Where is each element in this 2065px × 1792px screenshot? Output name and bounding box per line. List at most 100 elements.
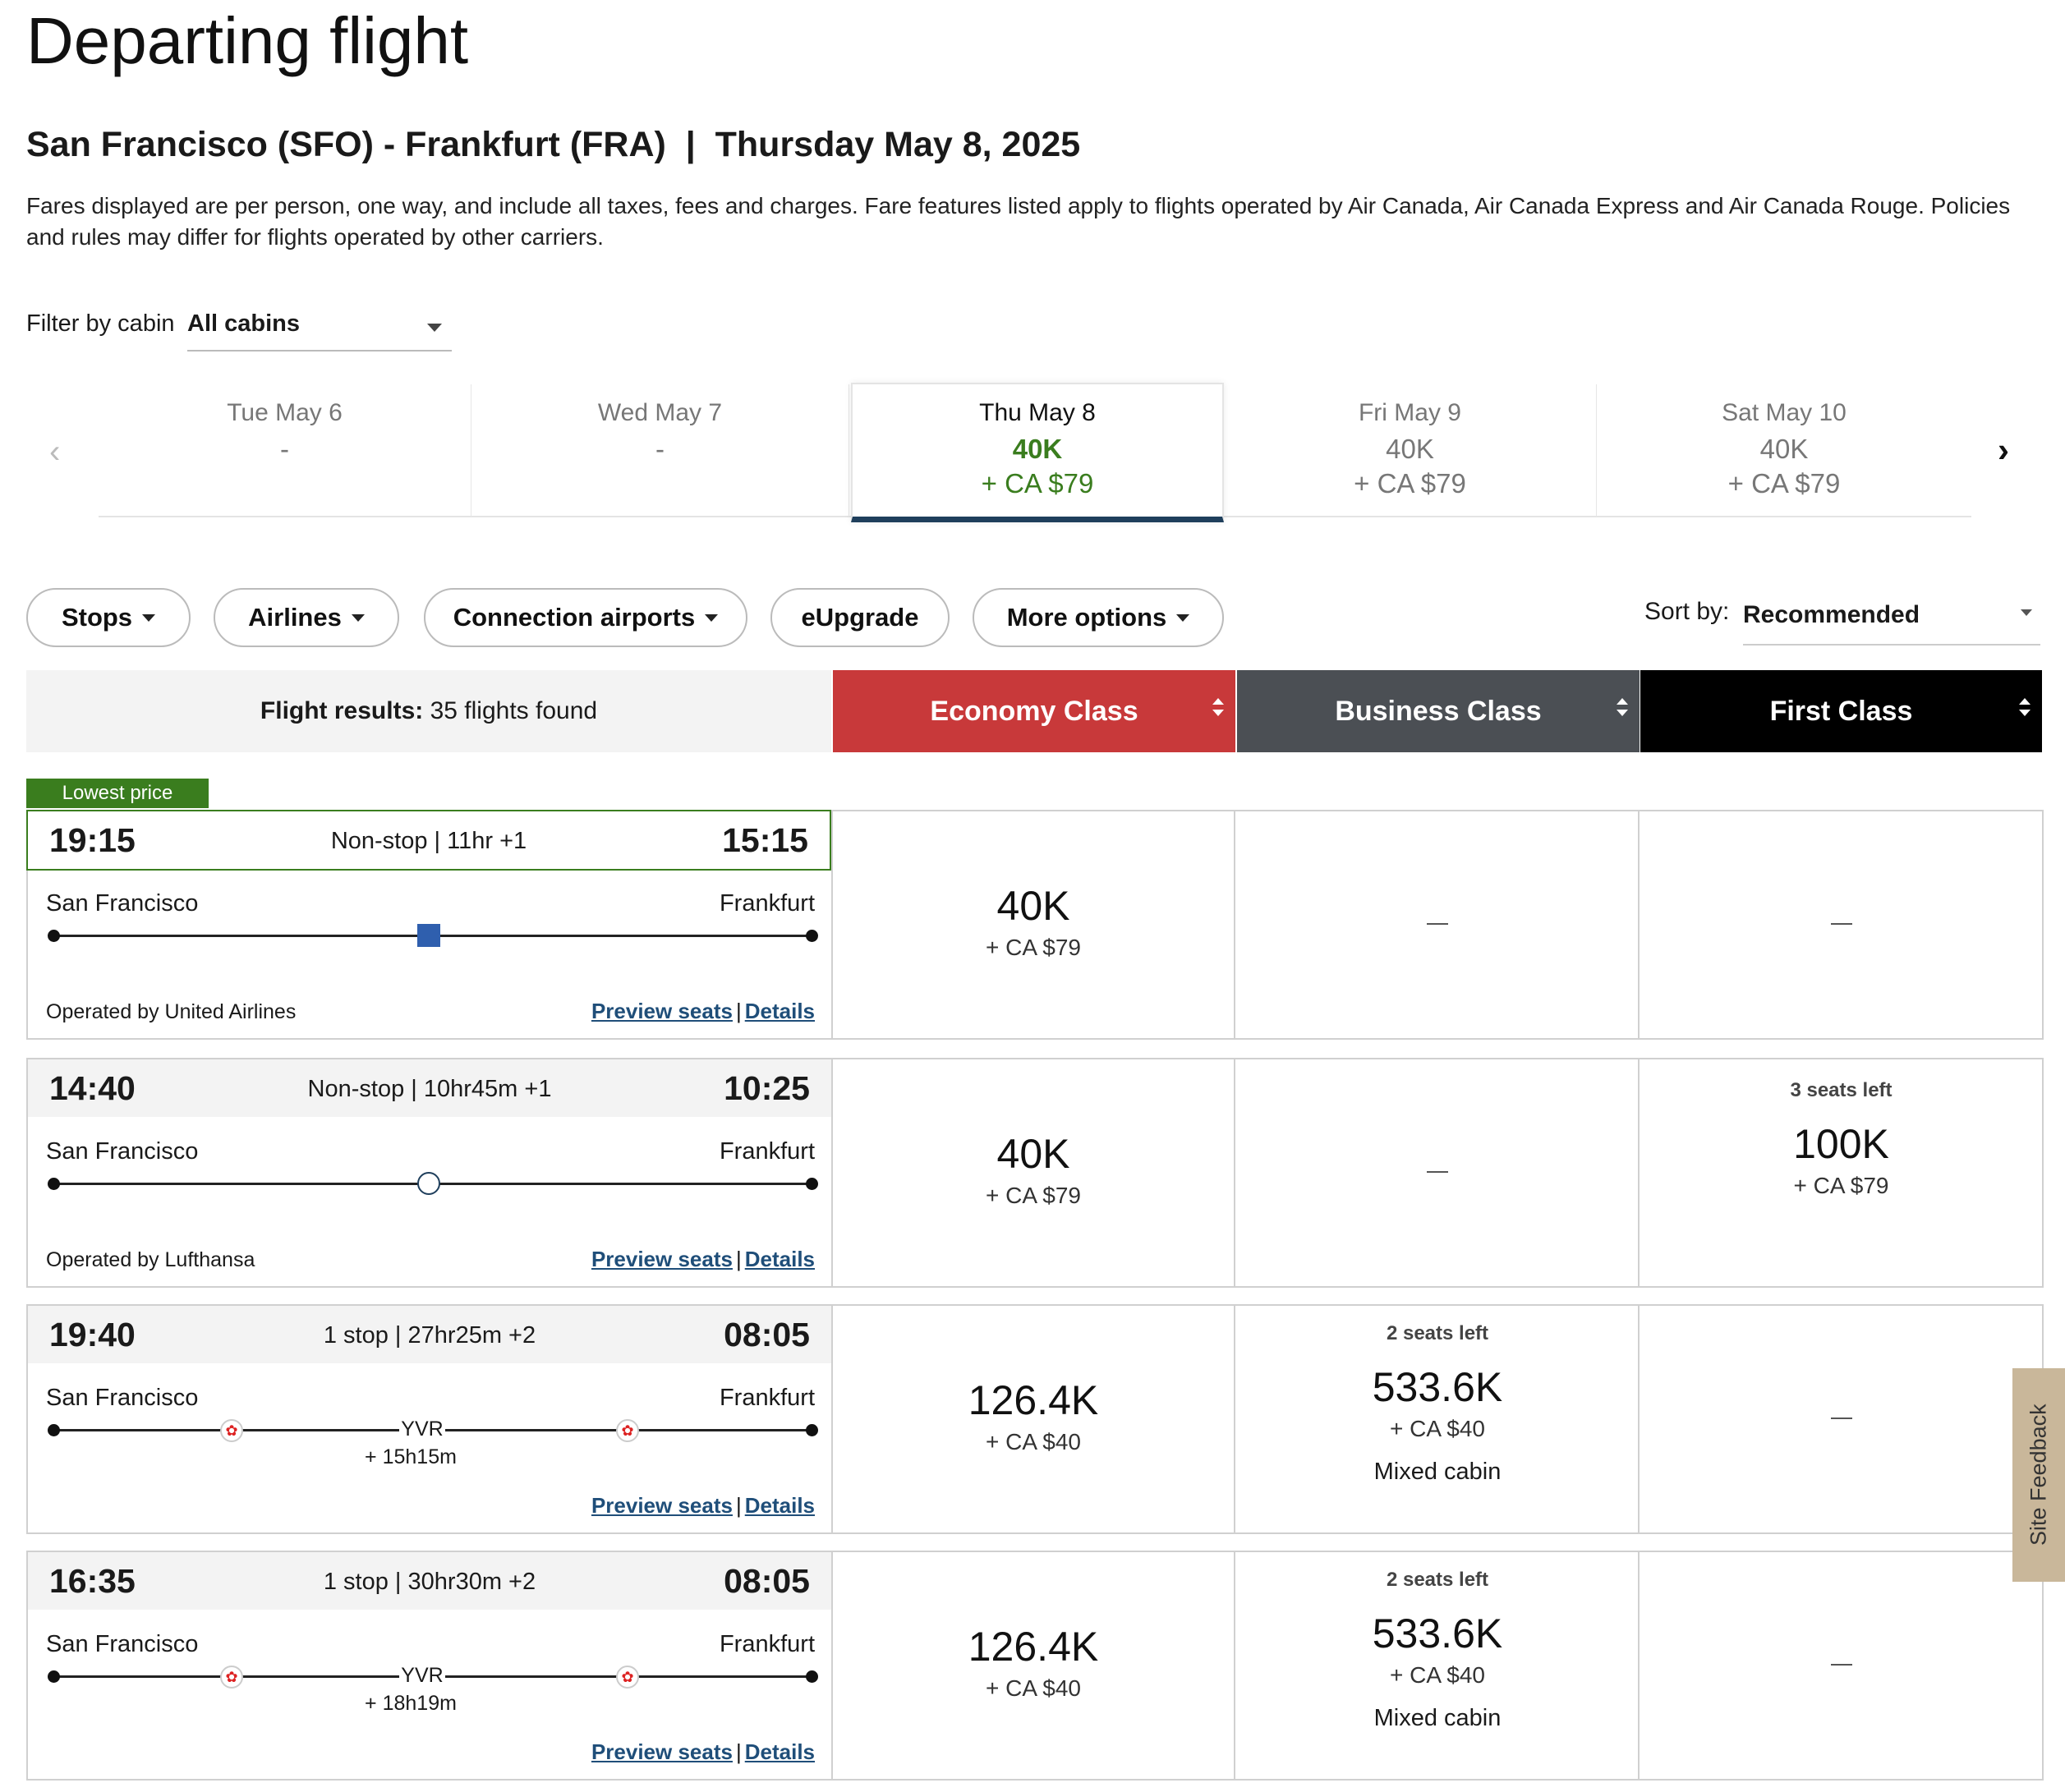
sort-value: Recommended (1743, 601, 1920, 628)
destination-city: Frankfurt (719, 1138, 815, 1165)
flight-card[interactable]: 14:40 Non-stop | 10hr45m +1 10:25 San Fr… (26, 1058, 2044, 1288)
chevron-down-icon (2021, 609, 2032, 616)
preview-seats-link[interactable]: Preview seats (591, 1739, 733, 1764)
date-tab[interactable]: Fri May 9 40K + CA $79 (1224, 384, 1597, 517)
flight-header: 14:40 Non-stop | 10hr45m +1 10:25 (28, 1059, 831, 1117)
date-tab-selected[interactable]: Thu May 8 40K + CA $79 (851, 383, 1224, 522)
filter-airlines-button[interactable]: Airlines (214, 588, 399, 647)
economy-fare[interactable]: 40K + CA $79 (833, 811, 1235, 1038)
seats-left: 2 seats left (1386, 1569, 1489, 1591)
first-fare[interactable]: 3 seats left 100K + CA $79 (1640, 1059, 2042, 1286)
business-fare[interactable]: 2 seats left 533.6K + CA $40 Mixed cabin (1237, 1306, 1640, 1532)
filter-cabin-label: Filter by cabin (26, 310, 175, 337)
flight-duration: Non-stop | 10hr45m +1 (307, 1076, 552, 1102)
site-feedback-tab[interactable]: Site Feedback (2012, 1368, 2065, 1582)
filter-connections-button[interactable]: Connection airports (424, 588, 747, 647)
flight-results-bar: Flight results: 35 flights found (26, 670, 831, 752)
unavailable-dash (1830, 1418, 1852, 1419)
filter-cabin-select[interactable]: All cabins (187, 310, 452, 352)
air-canada-icon: ✿ (616, 1419, 639, 1442)
date-tab[interactable]: Tue May 6 - (99, 384, 471, 517)
pill-label: Airlines (248, 603, 342, 632)
business-class-header[interactable]: Business Class (1237, 670, 1640, 752)
fare-points: 126.4K (968, 1377, 1099, 1423)
eupgrade-button[interactable]: eUpgrade (770, 588, 950, 647)
fare-cash: + CA $40 (986, 1429, 1081, 1454)
chevron-down-icon (427, 324, 442, 332)
layover-duration: + 18h19m (365, 1692, 457, 1715)
unavailable-dash (1427, 1171, 1448, 1173)
lowest-price-badge: Lowest price (26, 779, 209, 808)
flight-card[interactable]: 19:40 1 stop | 27hr25m +2 08:05 San Fran… (26, 1304, 2044, 1534)
fare-points: 126.4K (968, 1624, 1099, 1670)
details-link[interactable]: Details (744, 1247, 815, 1271)
sort-select[interactable]: Recommended (1743, 595, 2040, 646)
page-title: Departing flight (26, 4, 469, 77)
chevron-left-icon[interactable]: ‹ (49, 434, 61, 470)
date-tab[interactable]: Sat May 10 40K + CA $79 (1597, 384, 1971, 517)
lufthansa-icon (417, 1172, 440, 1195)
filter-stops-button[interactable]: Stops (26, 588, 191, 647)
fare-cash: + CA $79 (1793, 1173, 1889, 1198)
sort-icon (1617, 698, 1628, 716)
preview-seats-link[interactable]: Preview seats (591, 1493, 733, 1518)
first-class-header[interactable]: First Class (1640, 670, 2042, 752)
air-canada-icon: ✿ (616, 1666, 639, 1689)
caret-down-icon (142, 613, 156, 622)
results-label: Flight results: (260, 697, 424, 724)
route-heading: San Francisco (SFO) - Frankfurt (FRA) | … (26, 125, 1081, 164)
first-fare (1640, 811, 2042, 1038)
economy-fare[interactable]: 126.4K + CA $40 (833, 1552, 1235, 1779)
details-link[interactable]: Details (744, 1493, 815, 1518)
pill-label: eUpgrade (801, 603, 919, 632)
departure-time: 19:15 (49, 821, 136, 859)
sort-label: Sort by: (1644, 598, 1730, 625)
sort-icon (1212, 698, 1224, 716)
date-points: 40K (1386, 434, 1434, 464)
arrival-time: 10:25 (724, 1069, 810, 1107)
flight-header: 16:35 1 stop | 30hr30m +2 08:05 (28, 1552, 831, 1610)
date-points: 40K (1759, 434, 1809, 464)
economy-fare[interactable]: 126.4K + CA $40 (833, 1306, 1235, 1532)
date-tab[interactable]: Wed May 7 - (471, 384, 849, 517)
pill-label: Connection airports (453, 603, 696, 632)
fare-points: 533.6K (1372, 1611, 1503, 1656)
caret-down-icon (351, 613, 365, 622)
preview-seats-link[interactable]: Preview seats (591, 999, 733, 1023)
flight-header: 19:40 1 stop | 27hr25m +2 08:05 (28, 1306, 831, 1363)
date-points: - (280, 434, 289, 464)
fare-disclaimer: Fares displayed are per person, one way,… (26, 193, 2011, 250)
flight-header: 19:15 Non-stop | 11hr +1 15:15 (26, 810, 831, 871)
date-label: Sat May 10 (1722, 399, 1847, 426)
chevron-right-icon[interactable]: › (1998, 430, 2009, 469)
date-cash: + CA $79 (981, 468, 1094, 499)
flight-card[interactable]: 16:35 1 stop | 30hr30m +2 08:05 San Fran… (26, 1551, 2044, 1781)
origin-city: San Francisco (46, 1385, 199, 1411)
layover-duration: + 15h15m (365, 1445, 457, 1468)
arrival-time: 08:05 (724, 1316, 810, 1353)
more-options-button[interactable]: More options (973, 588, 1224, 647)
flight-duration: 1 stop | 27hr25m +2 (323, 1322, 536, 1349)
caret-down-icon (705, 613, 719, 622)
origin-city: San Francisco (46, 890, 199, 917)
mixed-cabin-note: Mixed cabin (1373, 1705, 1502, 1731)
preview-seats-link[interactable]: Preview seats (591, 1247, 733, 1271)
origin-city: San Francisco (46, 1631, 199, 1657)
fare-cash: + CA $40 (1390, 1662, 1485, 1688)
cabin-name: Economy Class (930, 695, 1138, 727)
date-label: Fri May 9 (1358, 399, 1461, 426)
filter-cabin-value: All cabins (187, 310, 300, 337)
fare-points: 40K (996, 1131, 1070, 1177)
economy-class-header[interactable]: Economy Class (833, 670, 1235, 752)
fare-cash: + CA $40 (1390, 1416, 1485, 1441)
business-fare[interactable]: 2 seats left 533.6K + CA $40 Mixed cabin (1237, 1552, 1640, 1779)
arrival-time: 15:15 (722, 821, 808, 859)
details-link[interactable]: Details (744, 999, 815, 1023)
operated-by: Operated by United Airlines (46, 1000, 297, 1023)
departure-time: 19:40 (49, 1316, 136, 1353)
details-link[interactable]: Details (744, 1739, 815, 1764)
flight-card[interactable]: 19:15 Non-stop | 11hr +1 15:15 San Franc… (26, 810, 2044, 1040)
fare-points: 100K (1793, 1121, 1889, 1167)
economy-fare[interactable]: 40K + CA $79 (833, 1059, 1235, 1286)
fare-cash: + CA $79 (986, 1183, 1081, 1208)
